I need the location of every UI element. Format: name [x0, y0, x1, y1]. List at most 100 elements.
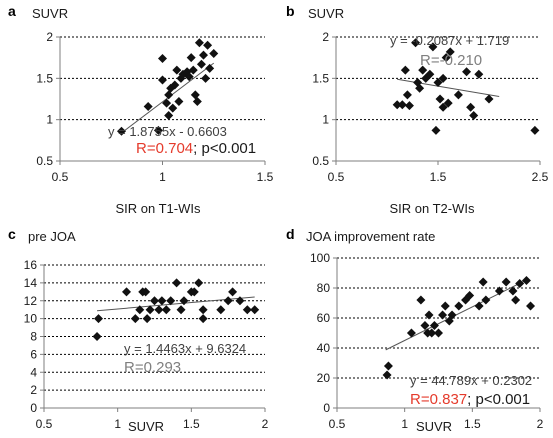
data-point	[526, 301, 536, 311]
data-point	[469, 111, 479, 121]
data-point	[397, 100, 407, 110]
data-point	[141, 287, 151, 297]
data-point	[209, 49, 219, 59]
data-point	[216, 305, 226, 315]
data-point	[228, 287, 238, 297]
x-tick-label: 1	[401, 417, 408, 431]
data-point	[427, 328, 437, 338]
x-axis-label: SIR on T1-WIs	[115, 201, 201, 216]
data-point	[402, 90, 412, 100]
data-point	[435, 94, 445, 104]
y-tick-label: 2	[46, 30, 53, 44]
data-point	[196, 59, 206, 69]
data-point	[465, 291, 475, 300]
panel-letter: d	[286, 226, 295, 242]
correlation-text: R=0.837; p<0.001	[410, 391, 530, 408]
data-point	[501, 277, 511, 287]
data-point	[434, 328, 443, 338]
data-point	[189, 287, 199, 297]
y-tick-label: 8	[30, 330, 37, 344]
x-tick-label: 2	[262, 417, 269, 431]
data-point	[484, 94, 494, 104]
data-point	[425, 69, 435, 79]
y-tick-label: 80	[317, 281, 331, 295]
data-point	[508, 286, 518, 296]
data-point	[521, 276, 531, 285]
data-point	[478, 277, 488, 287]
data-point	[453, 90, 463, 100]
x-tick-label: 1.5	[183, 417, 200, 431]
correlation-text: R=0.293	[124, 359, 181, 376]
data-point	[170, 80, 180, 90]
data-point	[438, 73, 448, 83]
data-point	[400, 65, 410, 75]
data-point	[242, 305, 252, 315]
x-tick-label: 1.5	[464, 417, 481, 431]
data-point	[462, 67, 472, 77]
y-tick-label: 100	[310, 251, 330, 265]
y-tick-label: 0.5	[36, 154, 53, 168]
data-point	[438, 310, 448, 320]
data-point	[440, 301, 450, 311]
r-value: R=0.837	[410, 391, 467, 408]
x-axis-label: SUVR	[128, 419, 164, 434]
data-point	[186, 53, 196, 63]
y-tick-label: 2	[30, 383, 37, 397]
data-point	[418, 65, 428, 75]
data-point	[201, 73, 211, 83]
x-tick-label: 2.5	[532, 170, 549, 184]
r-value: R=-0.210	[420, 52, 482, 69]
data-point	[172, 278, 182, 288]
data-point	[154, 305, 164, 315]
y-tick-label: 60	[317, 311, 331, 325]
regression-equation: y = 1.8755x - 0.6603	[108, 124, 227, 139]
data-point	[130, 314, 140, 324]
data-point	[223, 296, 233, 306]
y-tick-label: 1	[46, 113, 53, 127]
data-point	[176, 305, 186, 315]
data-point	[122, 287, 132, 297]
data-point	[179, 296, 189, 306]
r-value: R=0.704	[136, 140, 193, 157]
data-point	[168, 103, 178, 113]
data-point	[92, 332, 102, 341]
y-tick-label: 2	[322, 30, 329, 44]
y-tick-label: 16	[24, 258, 38, 272]
data-point	[415, 83, 425, 93]
data-point	[205, 63, 215, 73]
data-point	[142, 314, 152, 324]
p-value: ; p<0.001	[467, 391, 530, 408]
data-point	[515, 279, 525, 288]
correlation-text: R=-0.210	[420, 52, 482, 69]
y-tick-label: 1.5	[312, 71, 329, 85]
data-point	[188, 65, 198, 75]
data-point	[174, 96, 184, 106]
y-tick-label: 0.5	[312, 154, 329, 168]
y-tick-label: 1	[322, 113, 329, 127]
x-axis-label: SUVR	[416, 419, 452, 434]
panel-letter: a	[8, 3, 16, 19]
data-point	[153, 125, 163, 135]
data-point	[157, 296, 167, 306]
data-point	[199, 50, 208, 60]
data-point	[162, 98, 172, 108]
data-point	[454, 301, 464, 311]
data-point	[198, 314, 208, 324]
data-point	[424, 310, 434, 320]
data-point	[445, 47, 455, 57]
data-point	[494, 286, 504, 296]
data-point	[135, 305, 145, 315]
x-tick-label: 1	[159, 170, 166, 184]
data-point	[429, 321, 439, 330]
panel-title: JOA improvement rate	[306, 229, 435, 244]
data-point	[447, 310, 457, 320]
x-tick-label: 0.5	[328, 170, 345, 184]
data-point	[466, 102, 476, 112]
x-tick-label: 2	[537, 417, 544, 431]
data-point	[194, 278, 204, 288]
y-tick-label: 0	[323, 401, 330, 415]
data-point	[441, 53, 451, 63]
x-tick-label: 1.5	[257, 170, 274, 184]
data-point	[172, 65, 182, 75]
